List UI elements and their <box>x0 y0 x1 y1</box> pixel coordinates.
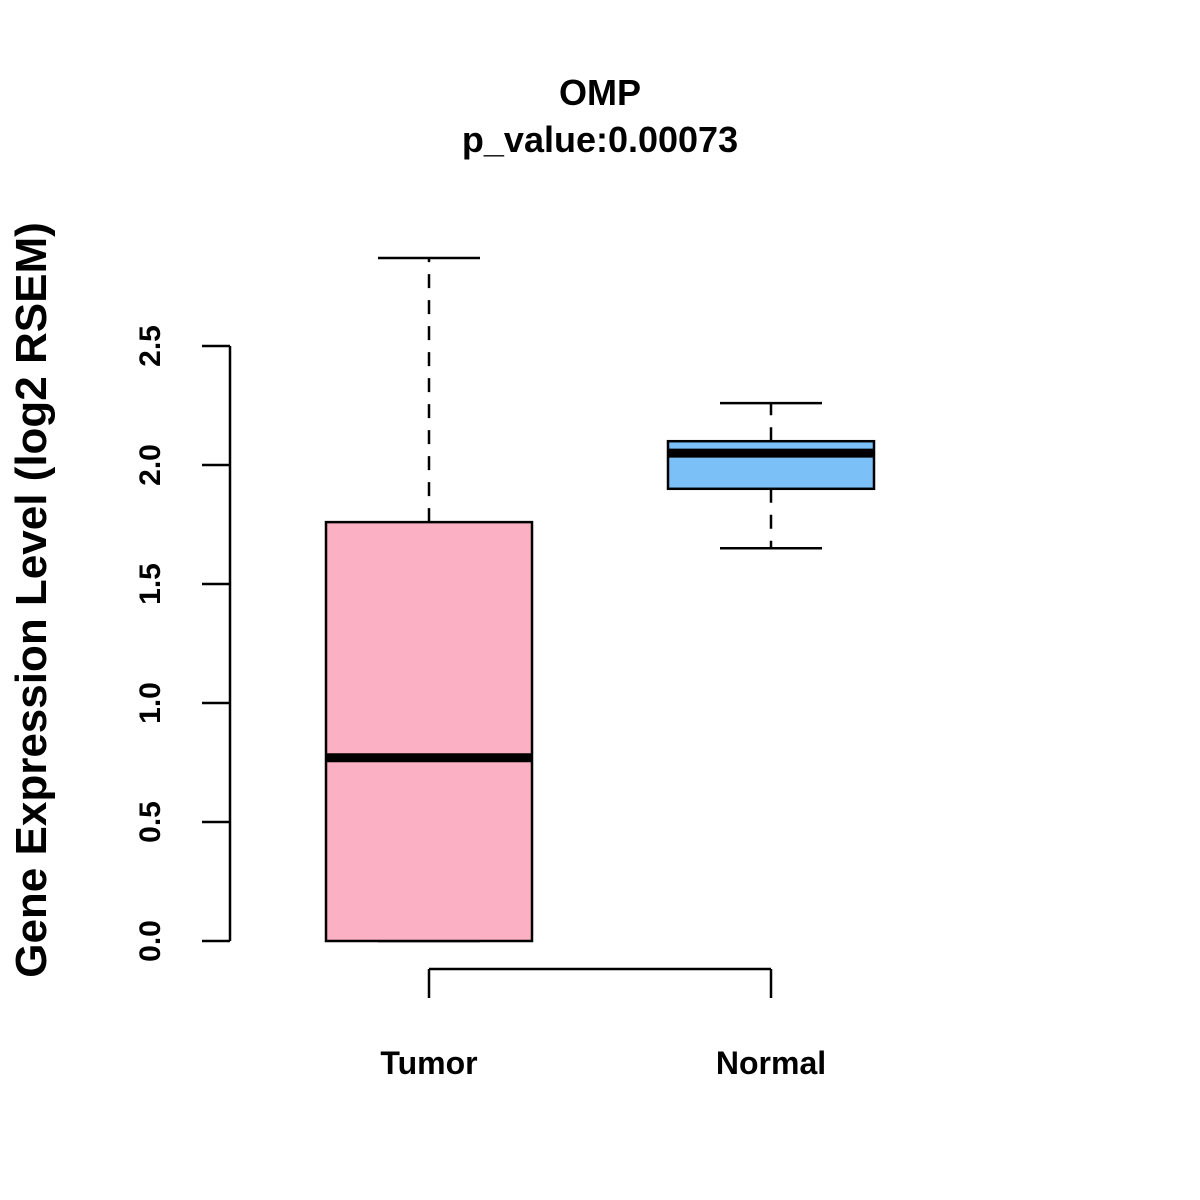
y-tick-label: 0.5 <box>134 801 167 843</box>
y-axis: 0.0 0.5 1.0 1.5 2.0 2.5 <box>134 325 232 962</box>
y-tick-label: 2.5 <box>134 325 167 367</box>
box-normal <box>666 401 876 550</box>
chart-subtitle: p_value:0.00073 <box>462 119 738 160</box>
box-iqr <box>324 520 534 943</box>
box-tumor <box>324 256 534 943</box>
x-tick-label: Normal <box>716 1045 826 1081</box>
y-axis-label: Gene Expression Level (log2 RSEM) <box>7 222 56 978</box>
boxes <box>324 256 876 943</box>
y-tick-label: 2.0 <box>134 444 167 486</box>
y-tick-label: 1.0 <box>134 682 167 724</box>
chart-title: OMP <box>559 72 641 113</box>
y-tick-label: 1.5 <box>134 563 167 605</box>
y-tick-label: 0.0 <box>134 920 167 962</box>
box-iqr <box>666 439 876 491</box>
x-axis: Tumor Normal <box>380 967 826 1081</box>
x-tick-label: Tumor <box>380 1045 477 1081</box>
